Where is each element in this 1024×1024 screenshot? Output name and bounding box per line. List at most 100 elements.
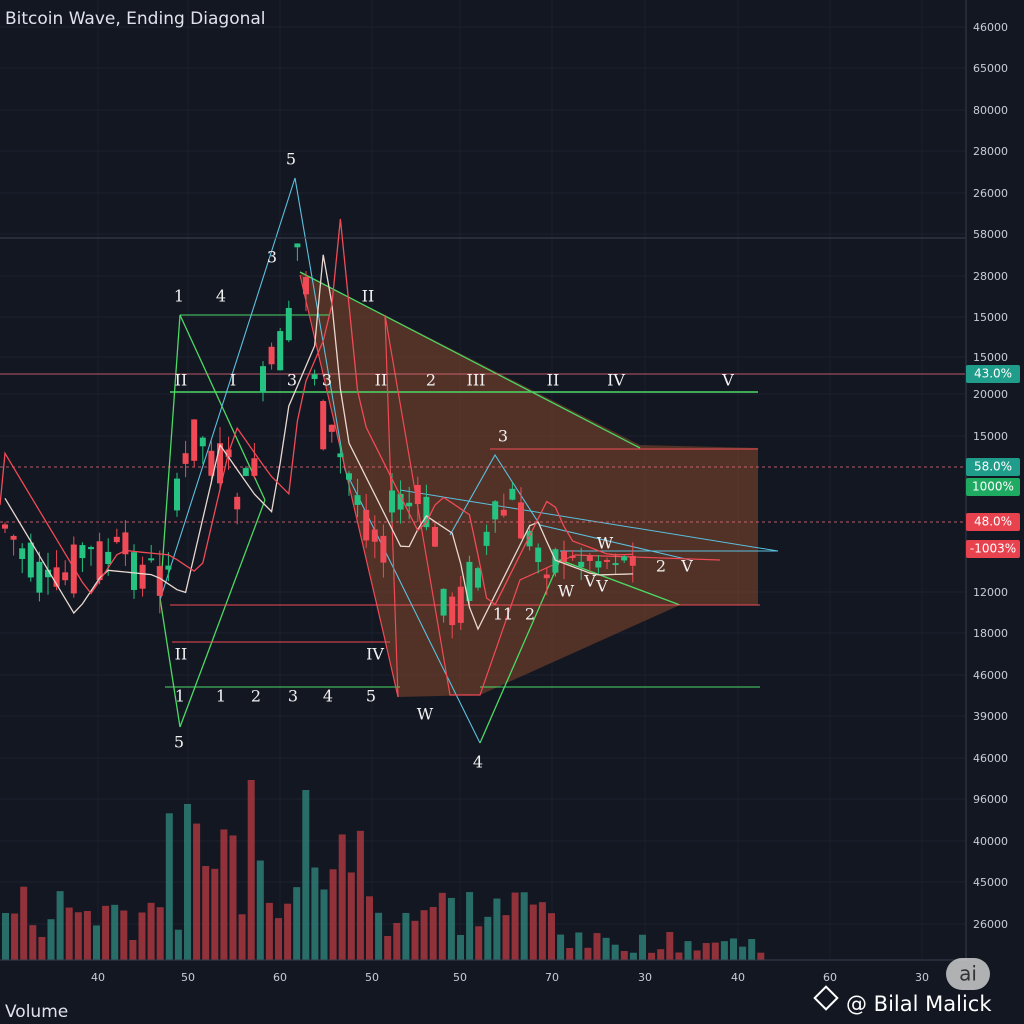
volume-bar [338, 834, 346, 960]
price-tick-label: 45000 [973, 876, 1008, 889]
wave-label: 1 [175, 687, 185, 706]
candle-body [62, 572, 69, 581]
wave-label: 4 [216, 287, 226, 306]
volume-bar [156, 907, 164, 960]
candle-body [311, 374, 318, 380]
candle-body [199, 437, 206, 447]
wave-label: 1 [174, 287, 184, 306]
volume-bar [466, 892, 474, 960]
volume-bar [284, 903, 292, 960]
candle-body [380, 535, 387, 563]
price-badge [966, 478, 1020, 496]
wave-label: V [721, 371, 734, 390]
candle-body [414, 484, 421, 505]
candle-body [500, 509, 507, 516]
price-tick-label: 28000 [973, 145, 1008, 158]
candle-body [328, 424, 335, 432]
volume [2, 780, 765, 960]
volume-bar [402, 912, 410, 960]
wave-label: II [175, 371, 188, 390]
time-tick-label: 30 [638, 971, 652, 984]
volume-bar [220, 829, 228, 960]
candle-body [586, 555, 593, 561]
volume-bar [548, 913, 555, 960]
candle-body [320, 401, 327, 450]
volume-bar [238, 914, 246, 960]
candle-body [440, 588, 447, 616]
candle-body [389, 490, 395, 513]
price-badge [966, 365, 1020, 383]
wave-label: II [547, 371, 560, 390]
volume-bar [56, 891, 64, 960]
candle-body [88, 547, 94, 550]
candle-body [543, 574, 550, 579]
wave-label: W [558, 582, 575, 601]
candle-body [483, 531, 490, 546]
wave-label: 11 [493, 605, 513, 624]
volume-bar [584, 947, 592, 960]
volume-bar [356, 830, 364, 960]
candle-body [354, 495, 361, 505]
candle-body [629, 556, 636, 566]
wave-label: II [175, 645, 188, 664]
candle-body [492, 501, 499, 520]
volume-bar [420, 910, 428, 960]
wave-label: III [467, 371, 486, 390]
volume-bar [375, 912, 383, 960]
volume-bar [620, 951, 628, 960]
volume-bar [575, 932, 583, 960]
candle-body [45, 569, 51, 578]
watermark-text: @ Bilal Malick [846, 992, 992, 1016]
volume-bar [229, 835, 237, 960]
candle-body [156, 566, 163, 596]
volume-bar [120, 910, 128, 960]
moving-average [0, 218, 633, 606]
volume-bar [165, 813, 173, 960]
candle-body [346, 473, 352, 480]
moving-average [4, 254, 633, 631]
volume-bar [275, 918, 282, 960]
volume-bar [29, 925, 37, 960]
volume-bar [83, 911, 91, 960]
time-tick-label: 30 [915, 971, 929, 984]
price-badge [966, 513, 1020, 531]
wave-label: W [597, 534, 614, 553]
volume-bar [47, 919, 55, 960]
candle-body [432, 527, 438, 547]
candle-body [19, 548, 26, 560]
wave-label: 3 [322, 371, 332, 390]
candle-body [457, 586, 464, 623]
candle-body [53, 567, 60, 587]
volume-bar [475, 926, 483, 960]
time-tick-label: 50 [453, 971, 467, 984]
price-badge [966, 458, 1020, 476]
volume-bar [648, 952, 656, 960]
candle-body [139, 564, 146, 589]
volume-bar [174, 929, 182, 960]
candle-body [131, 552, 137, 590]
candle-body [466, 561, 473, 602]
candle-body [595, 561, 602, 568]
candle-body [569, 555, 576, 558]
price-tick-label: 12000 [973, 586, 1008, 599]
volume-bar [675, 952, 683, 960]
price-tick-label: 46000 [973, 752, 1008, 765]
price-badge-text: 48.0% [974, 515, 1012, 529]
volume-bar [347, 872, 355, 960]
volume-bar [211, 868, 219, 960]
wave-label: 3 [267, 248, 277, 267]
price-badge-text: 1000% [972, 480, 1014, 494]
volume-bar [411, 920, 419, 960]
volume-bar [739, 946, 747, 960]
volume-bar [457, 934, 464, 960]
candle-body [535, 547, 542, 563]
candle-body [208, 450, 215, 476]
candle-body [182, 453, 189, 464]
price-tick-label: 65000 [973, 62, 1008, 75]
candle-body [96, 541, 103, 581]
volume-bar [111, 904, 119, 960]
trend-line [399, 489, 779, 552]
candle-body [277, 331, 284, 371]
candle-body [165, 565, 172, 570]
